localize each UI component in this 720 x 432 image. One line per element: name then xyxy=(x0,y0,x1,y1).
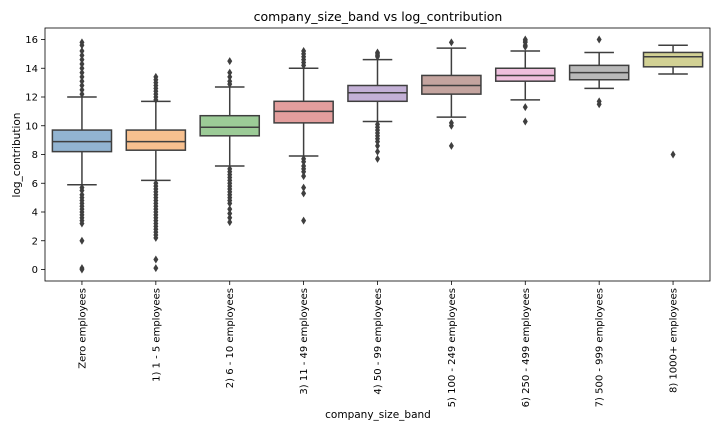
outlier-point xyxy=(301,157,307,166)
outlier-point xyxy=(153,95,159,104)
outlier-point xyxy=(79,77,85,86)
x-tick-label: Zero employees xyxy=(77,288,88,369)
outlier-point xyxy=(375,154,380,163)
outlier-point xyxy=(301,189,307,198)
outlier-point xyxy=(79,68,85,77)
outlier-point xyxy=(79,47,85,55)
box-group-2 xyxy=(125,72,187,273)
outlier-point xyxy=(79,41,85,50)
outlier-point xyxy=(522,117,528,126)
y-tick-label: 14 xyxy=(25,64,38,75)
outlier-point xyxy=(79,90,85,99)
box-group-4 xyxy=(273,47,334,225)
x-tick-label: 7) 500 - 999 employees xyxy=(595,288,606,407)
y-tick-label: 16 xyxy=(25,35,38,46)
outlier-point xyxy=(79,265,85,274)
outlier-point xyxy=(153,264,159,273)
outlier-point xyxy=(227,199,233,208)
x-tick-label: 4) 50 - 99 employees xyxy=(373,288,384,395)
outlier-point xyxy=(227,68,233,77)
outlier-point xyxy=(448,38,454,47)
outlier-point xyxy=(670,150,676,159)
y-axis: 0 2 4 6 8 10 12 14 16 xyxy=(25,35,45,276)
box-group-9 xyxy=(642,44,704,159)
outlier-point xyxy=(79,219,85,228)
outlier-point xyxy=(375,141,380,150)
outlier-point xyxy=(227,80,233,89)
box-group-5 xyxy=(347,48,408,163)
outlier-point xyxy=(79,55,85,64)
outlier-point xyxy=(375,52,380,61)
outlier-point xyxy=(227,218,233,227)
outlier-point xyxy=(79,72,85,81)
box-group-3 xyxy=(199,57,261,227)
outlier-point xyxy=(79,186,85,195)
outlier-point xyxy=(375,137,380,146)
outlier-point xyxy=(227,205,233,214)
outlier-point xyxy=(448,141,454,150)
outlier-point xyxy=(301,172,307,181)
y-axis-label: log_contribution xyxy=(11,113,23,198)
iqr-box xyxy=(642,51,704,68)
y-tick-label: 8 xyxy=(32,150,38,161)
y-tick-label: 10 xyxy=(25,121,38,132)
y-tick-label: 12 xyxy=(25,93,38,104)
outlier-point xyxy=(596,35,602,44)
outlier-point xyxy=(79,59,85,68)
box-group-1 xyxy=(51,38,113,274)
x-tick-label: 1) 1 - 5 employees xyxy=(151,288,162,382)
outlier-point xyxy=(301,61,307,70)
outlier-point xyxy=(227,72,233,81)
box-group-6 xyxy=(421,38,482,150)
outlier-point xyxy=(301,167,307,176)
outlier-point xyxy=(375,147,380,156)
outlier-point xyxy=(79,236,85,245)
outlier-point xyxy=(153,233,159,242)
x-axis: Zero employees 1) 1 - 5 employees 2) 6 - 1… xyxy=(77,281,680,407)
box-series xyxy=(51,35,704,274)
outlier-point xyxy=(596,100,602,109)
chart-title: company_size_band vs log_contribution xyxy=(254,9,503,24)
outlier-point xyxy=(448,121,454,130)
x-tick-label: 8) 1000+ employees xyxy=(669,288,680,393)
y-tick-label: 6 xyxy=(32,179,38,190)
y-tick-label: 2 xyxy=(32,236,38,247)
x-tick-label: 2) 6 - 10 employees xyxy=(225,288,236,388)
x-axis-label: company_size_band xyxy=(325,409,431,421)
iqr-box xyxy=(125,129,187,151)
x-tick-label: 6) 250 - 499 employees xyxy=(521,288,532,407)
outlier-point xyxy=(301,216,307,225)
outlier-point xyxy=(227,209,233,218)
outlier-point xyxy=(79,85,85,94)
iqr-box xyxy=(199,114,261,137)
outlier-point xyxy=(301,183,307,192)
x-tick-label: 5) 100 - 249 employees xyxy=(447,288,458,407)
outlier-point xyxy=(227,57,233,66)
x-tick-label: 3) 11 - 49 employees xyxy=(299,288,310,395)
plot-frame xyxy=(44,27,711,282)
box-group-8 xyxy=(568,35,630,109)
box-group-7 xyxy=(494,35,556,126)
outlier-point xyxy=(79,64,85,73)
outlier-point xyxy=(522,42,528,51)
outlier-point xyxy=(79,51,85,60)
y-tick-label: 0 xyxy=(32,265,38,276)
outlier-point xyxy=(79,81,85,90)
outlier-point xyxy=(153,255,159,264)
outlier-point xyxy=(522,103,528,112)
outlier-point xyxy=(227,213,233,222)
y-tick-label: 4 xyxy=(32,208,38,219)
